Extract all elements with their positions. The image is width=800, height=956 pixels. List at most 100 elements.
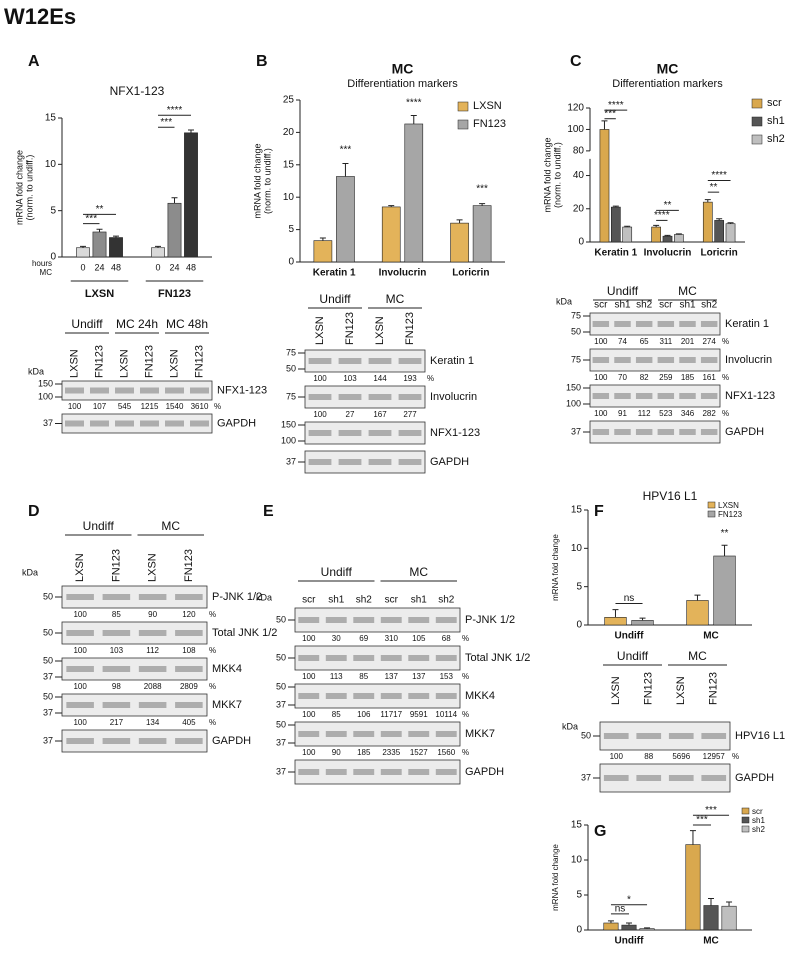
error-bar: [626, 922, 632, 926]
blot-strip: [304, 349, 426, 373]
marker-label: 37: [43, 707, 53, 717]
blot-band: [102, 702, 131, 708]
blot-band: [614, 429, 631, 435]
quantification: 120: [182, 610, 196, 619]
y-tick-label: 5: [288, 224, 294, 235]
kda-label: kDa: [22, 567, 38, 577]
quantification: 100: [68, 402, 82, 411]
legend-label: sh2: [767, 133, 785, 145]
marker-label: 50: [43, 591, 53, 601]
blot-band: [701, 775, 727, 781]
blot-band: [190, 420, 209, 427]
marker-label: 37: [43, 735, 53, 745]
quantification: 346: [681, 409, 695, 418]
lane-label: sh1: [679, 300, 696, 311]
error-bar: [727, 222, 734, 224]
blot-band: [353, 731, 375, 737]
significance-label: ****: [711, 170, 727, 181]
blot-band: [657, 321, 675, 327]
legend-label: scr: [767, 97, 782, 109]
lane-label: LXSN: [675, 676, 687, 705]
y-tick-label: 120: [567, 103, 584, 114]
blot-band: [657, 393, 675, 399]
bar: [721, 905, 737, 931]
category-label: Keratin 1: [594, 248, 637, 259]
y-axis-label: mRNA fold change: [551, 844, 560, 911]
blot-band: [435, 693, 457, 699]
error-bar: [479, 203, 486, 206]
quant-unit: %: [462, 672, 469, 681]
bar: [184, 132, 198, 258]
legend-swatch: [741, 825, 750, 833]
quantification: 100: [594, 373, 608, 382]
marker-label: 37: [43, 418, 53, 428]
blot-band: [679, 393, 696, 399]
quantification: 108: [182, 646, 196, 655]
blot-strip: [61, 657, 208, 681]
bar: [603, 922, 619, 931]
blot-band: [102, 630, 131, 636]
legend-label: LXSN: [718, 501, 739, 510]
legend-swatch: [707, 510, 716, 518]
row-label: GAPDH: [212, 735, 251, 747]
error-bar: [708, 898, 714, 906]
quantification: 3610: [191, 402, 209, 411]
lane-label: scr: [659, 300, 673, 311]
bar: [725, 223, 736, 243]
blot-band: [338, 358, 362, 364]
lane-label: FN123: [143, 345, 155, 378]
blot-band: [657, 429, 675, 435]
blot-band: [435, 617, 457, 623]
lane-label: scr: [385, 595, 399, 606]
bar: [381, 206, 401, 263]
panel-label: B: [256, 53, 268, 70]
marker-label: 75: [571, 354, 581, 364]
lane-label: LXSN: [147, 553, 159, 582]
blot-band: [679, 321, 696, 327]
blot-band: [398, 459, 422, 465]
blot-band: [338, 394, 362, 400]
row-label: Total JNK 1/2: [465, 652, 530, 664]
bar: [713, 555, 736, 626]
blot-band: [298, 617, 320, 623]
quantification: 100: [73, 682, 87, 691]
significance-label: **: [721, 528, 729, 539]
quantification: 112: [146, 646, 159, 655]
quantification: 545: [118, 402, 132, 411]
quantification: 100: [302, 672, 316, 681]
blot-band: [138, 738, 167, 744]
blot-band: [66, 630, 94, 636]
row-label: MKK4: [465, 690, 495, 702]
quantification: 153: [440, 672, 454, 681]
significance-label: ***: [160, 117, 172, 128]
blot-band: [636, 733, 662, 739]
marker-label: 37: [43, 671, 53, 681]
blot-band: [368, 430, 392, 436]
blot-band: [338, 459, 362, 465]
y-tick-label: 5: [50, 205, 56, 216]
quant-unit: %: [722, 409, 729, 418]
quantification: 100: [73, 610, 87, 619]
lane-label: LXSN: [374, 316, 386, 345]
row-label: GAPDH: [465, 766, 504, 778]
blot-band: [398, 430, 422, 436]
quantification: 134: [146, 718, 160, 727]
category-label: FN123: [158, 288, 191, 300]
significance-label: ***: [340, 145, 352, 156]
quantification: 9591: [410, 710, 428, 719]
group-label: Undiff: [71, 317, 103, 331]
marker-label: 100: [38, 391, 53, 401]
blot-band: [614, 321, 631, 327]
lane-label: scr: [302, 595, 316, 606]
x-row-label: hours: [32, 259, 52, 268]
blot-band: [700, 357, 718, 363]
blot-band: [679, 429, 696, 435]
quantification: 100: [313, 410, 327, 419]
blot-band: [614, 393, 631, 399]
error-bar: [171, 197, 178, 204]
row-label: NFX1-123: [725, 390, 775, 402]
chart-subtitle: Differentiation markers: [347, 78, 458, 90]
significance-label: ****: [654, 210, 670, 221]
error-bar: [721, 544, 728, 556]
